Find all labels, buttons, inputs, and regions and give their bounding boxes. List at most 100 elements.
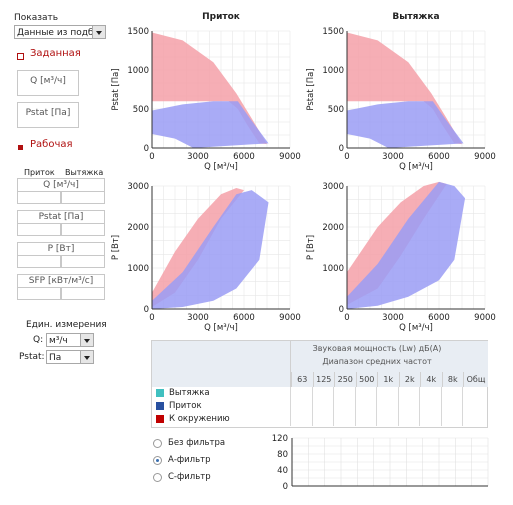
x-tick-label: 3000	[382, 152, 404, 162]
col-exhaust-label: Вытяжка	[65, 168, 104, 177]
x-axis-label: Q [м³/ч]	[204, 323, 238, 333]
target-q-label: Q [м³/ч]	[30, 76, 66, 86]
sound-subheader: Диапазон средних частот	[322, 357, 432, 366]
sound-rows: Вытяжка Приток К окружению	[152, 387, 487, 427]
y-tick-label: 3000	[322, 182, 344, 192]
legend-swatch	[156, 402, 164, 410]
chart-title-supply: Приток	[202, 12, 240, 22]
freq-header-Общ: Общ	[463, 372, 488, 387]
chevron-down-icon[interactable]	[80, 334, 93, 346]
x-tick-label: 3000	[187, 152, 209, 162]
freq-header-4k: 4k	[420, 372, 442, 387]
x-tick-label: 9000	[474, 152, 496, 162]
x-axis-label: Q [м³/ч]	[399, 162, 433, 172]
work-sfp-supply[interactable]	[17, 287, 61, 300]
filter-radio[interactable]	[153, 456, 162, 465]
freq-header-8k: 8k	[441, 372, 464, 387]
work-sfp-exhaust[interactable]	[61, 287, 105, 300]
sound-cell	[354, 387, 377, 400]
area-supply	[347, 181, 466, 309]
work-power-label: P [Вт]	[47, 244, 75, 254]
sound-cell	[290, 413, 312, 426]
chart-pressure_exhaust: 0 500 1000 1500 0 3000 6000 9000 Q [м³/ч] Pstat […	[306, 27, 496, 172]
filter-chart: 120 80 40 0	[272, 434, 489, 492]
chart-power_supply: 0 1000 2000 3000 0 3000 6000 9000 Q [м³/ч] P [Вт]	[111, 182, 301, 333]
q-unit-value: м³/ч	[49, 336, 68, 346]
show-select[interactable]: Данные из подбо	[14, 25, 106, 39]
x-axis-label: Q [м³/ч]	[204, 162, 238, 172]
work-p-label: Pstat [Па]	[38, 212, 84, 222]
legend-swatch	[156, 415, 164, 423]
work-power-supply[interactable]	[17, 255, 61, 268]
freq-header-63: 63	[291, 372, 313, 387]
target-checkbox[interactable]	[17, 53, 24, 60]
x-tick-label: 3000	[382, 313, 404, 323]
target-q-box[interactable]: Q [м³/ч]	[17, 70, 79, 96]
chevron-down-icon[interactable]	[80, 351, 93, 363]
x-tick-label: 0	[344, 152, 349, 162]
work-q-exhaust[interactable]	[61, 191, 105, 204]
x-tick-label: 3000	[187, 313, 209, 323]
area-supply	[347, 101, 464, 148]
freq-header-1k: 1k	[377, 372, 399, 387]
x-tick-label: 6000	[428, 313, 450, 323]
x-tick-label: 9000	[279, 313, 301, 323]
col-supply-label: Приток	[24, 168, 55, 177]
sound-cell	[376, 400, 398, 413]
y-tick-label: 80	[277, 450, 288, 460]
sound-cell	[376, 413, 398, 426]
y-tick-label: 40	[277, 466, 288, 476]
y-tick-label: 1000	[127, 66, 149, 76]
working-title: Рабочая	[30, 139, 73, 150]
filter-label[interactable]: Без фильтра	[168, 438, 226, 448]
target-p-box[interactable]: Pstat [Па]	[17, 102, 79, 128]
p-unit-value: Па	[49, 353, 62, 363]
sound-row: Приток	[152, 400, 487, 413]
x-tick-label: 6000	[428, 152, 450, 162]
target-p-label: Pstat [Па]	[25, 108, 71, 118]
y-tick-label: 1000	[127, 264, 149, 274]
filter-label[interactable]: С-фильтр	[168, 472, 211, 482]
y-tick-label: 120	[272, 434, 288, 444]
sound-cell	[290, 400, 312, 413]
work-p-supply[interactable]	[17, 223, 61, 236]
y-axis-label: P [Вт]	[306, 235, 316, 260]
x-tick-label: 6000	[233, 152, 255, 162]
work-p-exhaust[interactable]	[61, 223, 105, 236]
x-tick-label: 0	[344, 313, 349, 323]
sound-table-header: Звуковая мощность (Lw) дБ(A) Диапазон ср…	[290, 341, 488, 387]
sound-cell	[311, 387, 334, 400]
p-unit-select[interactable]: Па	[46, 350, 94, 364]
sound-cell	[397, 413, 420, 426]
chevron-down-icon[interactable]	[92, 26, 105, 38]
sound-row-label: Приток	[169, 401, 202, 411]
work-power-exhaust[interactable]	[61, 255, 105, 268]
filter-radio[interactable]	[153, 439, 162, 448]
sound-cell	[376, 387, 398, 400]
y-tick-label: 0	[144, 144, 149, 154]
filter-list: Без фильтра А-фильтр С-фильтр	[150, 435, 270, 495]
chart-power_exhaust: 0 1000 2000 3000 0 3000 6000 9000 Q [м³/ч] P [Вт]	[306, 181, 496, 333]
target-title: Заданная	[30, 48, 81, 59]
p-unit-label: Pstat:	[19, 352, 45, 362]
freq-header-125: 125	[312, 372, 335, 387]
sound-row: К окружению	[152, 413, 487, 426]
sound-header: Звуковая мощность (Lw) дБ(A)	[312, 344, 442, 353]
y-axis-label: Pstat [Па]	[306, 68, 316, 110]
work-q-supply[interactable]	[17, 191, 61, 204]
sound-cell	[397, 400, 420, 413]
q-unit-select[interactable]: м³/ч	[46, 333, 94, 347]
filter-radio[interactable]	[153, 473, 162, 482]
sound-table-corner	[152, 341, 290, 387]
y-tick-label: 1500	[322, 27, 344, 37]
area-supply	[152, 190, 269, 309]
sound-row: Вытяжка	[152, 387, 487, 400]
chart-pressure_supply: 0 500 1000 1500 0 3000 6000 9000 Q [м³/ч] Pstat […	[111, 27, 301, 172]
y-tick-label: 1500	[127, 27, 149, 37]
sound-cell	[333, 400, 355, 413]
sound-cell	[354, 400, 377, 413]
filter-label[interactable]: А-фильтр	[168, 455, 211, 465]
x-tick-label: 9000	[279, 152, 301, 162]
y-tick-label: 2000	[127, 223, 149, 233]
sound-cell	[397, 387, 420, 400]
